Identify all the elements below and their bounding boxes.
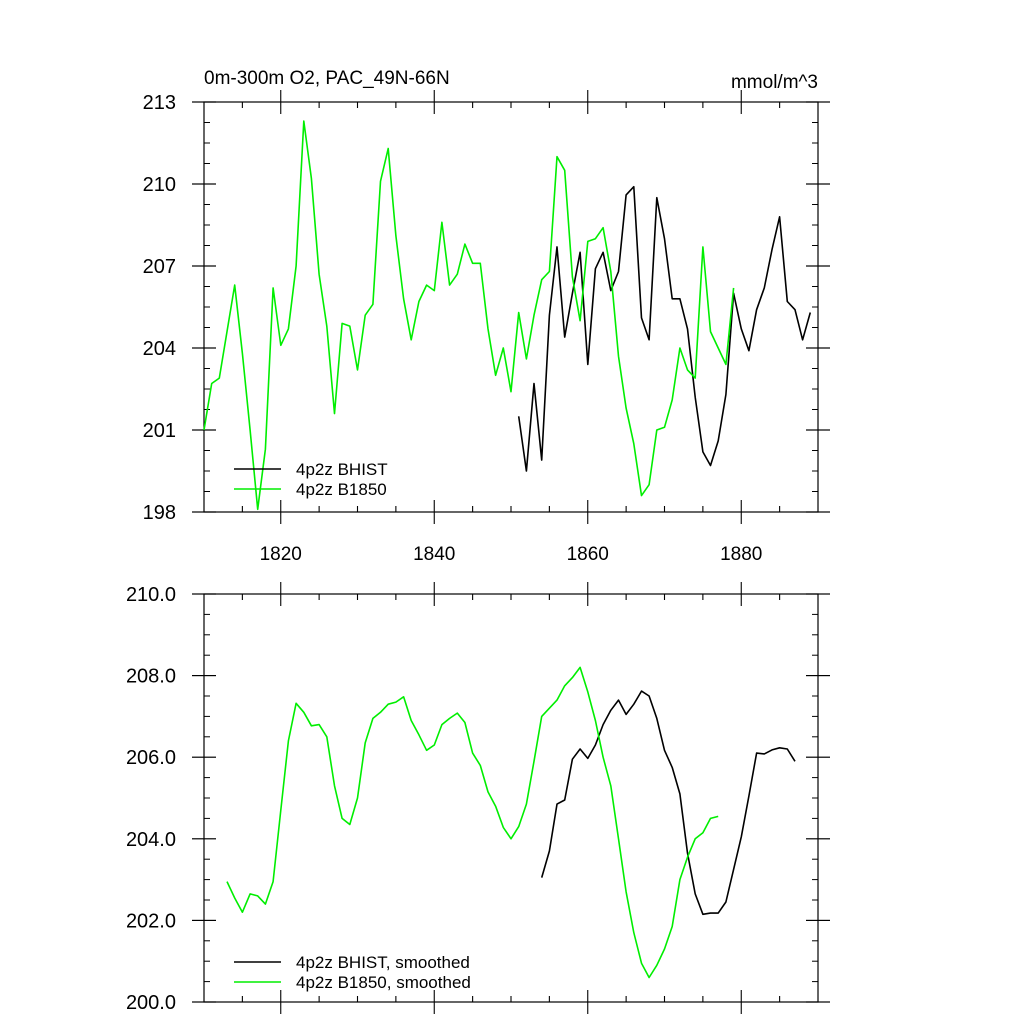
top-ytick-label: 204 [143,338,176,360]
top-ytick-label: 210 [143,174,176,196]
bottom-ytick-label: 202.0 [126,910,176,932]
bottom-plot-frame [203,593,819,1003]
top-legend-label: 4p2z BHIST [296,460,388,479]
bottom-legend-label: 4p2z B1850, smoothed [296,973,471,992]
bottom-ytick-label: 210.0 [126,584,176,606]
top-xtick-label: 1840 [413,544,455,565]
top-plot-frame [203,101,819,513]
top-xtick-label: 1860 [567,544,609,565]
top-panel-units: mmol/m^3 [731,72,818,93]
bottom-series-line-bhist [540,690,796,916]
top-xtick-label: 1820 [260,544,302,565]
bottom-series-line-b1850 [226,666,719,979]
top-series-line-b1850 [203,120,735,511]
top-panel-title: 0m-300m O2, PAC_49N-66N [204,68,450,89]
top-ytick-label: 213 [143,92,176,114]
top-legend-label: 4p2z B1850 [296,480,387,499]
bottom-panel: 200.0 202.0 204.0 206.0 208.0 210.0 4p2z BHIST… [126,582,830,1014]
bottom-legend-label: 4p2z BHIST, smoothed [296,953,470,972]
bottom-ytick-label: 206.0 [126,747,176,769]
top-ytick-label: 201 [143,420,176,442]
bottom-ytick-label: 200.0 [126,992,176,1014]
bottom-ytick-label: 204.0 [126,829,176,851]
top-ytick-label: 198 [143,502,176,524]
top-series-line-bhist [517,185,812,472]
top-xtick-label: 1880 [720,544,762,565]
top-ytick-label: 207 [143,256,176,278]
bottom-ytick-label: 208.0 [126,666,176,688]
top-panel: 0m-300m O2, PAC_49N-66N mmol/m^3 198 201 2… [143,68,830,565]
